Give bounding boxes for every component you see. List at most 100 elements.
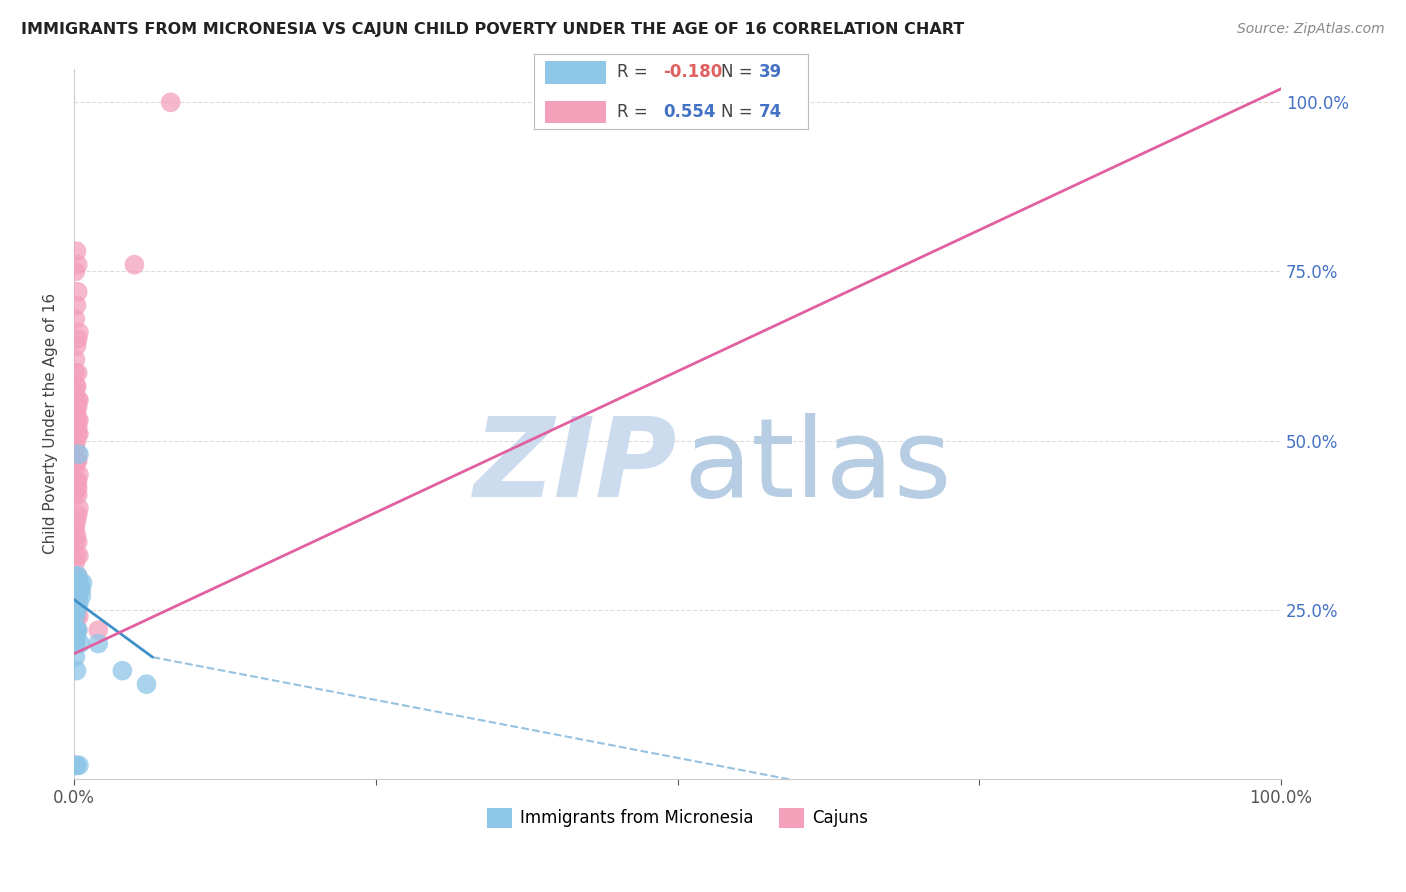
Point — [66, 623, 89, 637]
Point — [65, 603, 87, 617]
Point — [67, 758, 90, 772]
Point — [65, 556, 87, 570]
Text: N =: N = — [721, 103, 758, 120]
Point — [66, 589, 89, 603]
Point — [65, 758, 87, 772]
Text: IMMIGRANTS FROM MICRONESIA VS CAJUN CHILD POVERTY UNDER THE AGE OF 16 CORRELATIO: IMMIGRANTS FROM MICRONESIA VS CAJUN CHIL… — [21, 22, 965, 37]
Point — [66, 488, 89, 502]
Point — [65, 264, 87, 278]
Point — [65, 596, 87, 610]
Point — [66, 589, 89, 603]
Point — [65, 582, 87, 597]
Point — [65, 244, 87, 259]
Y-axis label: Child Poverty Under the Age of 16: Child Poverty Under the Age of 16 — [44, 293, 58, 554]
Point — [65, 528, 87, 542]
Point — [65, 596, 87, 610]
Text: Source: ZipAtlas.com: Source: ZipAtlas.com — [1237, 22, 1385, 37]
Point — [67, 447, 90, 461]
Text: 74: 74 — [759, 103, 782, 120]
Point — [66, 596, 89, 610]
Point — [66, 392, 89, 407]
Point — [65, 386, 87, 401]
Point — [69, 575, 91, 590]
Point — [65, 582, 87, 597]
Point — [65, 454, 87, 468]
Text: 0.554: 0.554 — [664, 103, 716, 120]
Point — [67, 609, 90, 624]
Text: R =: R = — [616, 103, 658, 120]
Point — [69, 637, 91, 651]
Text: R =: R = — [616, 63, 652, 81]
Point — [65, 474, 87, 488]
Point — [65, 515, 87, 529]
Point — [65, 569, 87, 583]
Point — [65, 488, 87, 502]
Point — [65, 481, 87, 495]
Point — [69, 582, 91, 597]
Point — [66, 575, 89, 590]
Point — [65, 589, 87, 603]
Point — [66, 332, 89, 346]
Point — [65, 589, 87, 603]
Point — [65, 413, 87, 427]
Point — [65, 298, 87, 312]
Point — [66, 426, 89, 441]
Point — [67, 326, 90, 340]
Point — [66, 508, 89, 522]
Point — [66, 366, 89, 380]
Point — [65, 311, 87, 326]
Point — [66, 481, 89, 495]
Text: N =: N = — [721, 63, 758, 81]
Point — [159, 95, 181, 110]
Point — [65, 596, 87, 610]
Point — [65, 569, 87, 583]
Point — [67, 549, 90, 563]
Point — [65, 664, 87, 678]
Point — [65, 609, 87, 624]
Point — [70, 582, 93, 597]
Point — [67, 582, 90, 597]
Point — [65, 637, 87, 651]
Point — [66, 258, 89, 272]
Point — [65, 379, 87, 393]
Point — [66, 535, 89, 549]
Point — [66, 569, 89, 583]
Point — [65, 407, 87, 421]
Point — [65, 758, 87, 772]
Point — [67, 596, 90, 610]
Point — [65, 366, 87, 380]
Point — [72, 575, 94, 590]
Point — [87, 623, 110, 637]
Point — [66, 589, 89, 603]
Point — [66, 447, 89, 461]
Point — [66, 575, 89, 590]
Point — [65, 407, 87, 421]
Point — [67, 467, 90, 482]
Point — [65, 609, 87, 624]
Point — [65, 352, 87, 367]
Point — [67, 582, 90, 597]
Point — [65, 609, 87, 624]
Point — [65, 623, 87, 637]
Point — [67, 501, 90, 516]
Point — [65, 535, 87, 549]
Point — [67, 413, 90, 427]
Point — [65, 650, 87, 665]
Point — [66, 285, 89, 299]
Point — [65, 474, 87, 488]
Point — [66, 413, 89, 427]
Point — [65, 637, 87, 651]
Bar — [546, 62, 606, 84]
Point — [65, 603, 87, 617]
Point — [65, 630, 87, 644]
Point — [65, 596, 87, 610]
Point — [65, 434, 87, 448]
Point — [65, 474, 87, 488]
Point — [65, 407, 87, 421]
Text: 39: 39 — [759, 63, 782, 81]
Point — [65, 623, 87, 637]
Point — [65, 522, 87, 536]
Point — [67, 392, 90, 407]
Point — [65, 589, 87, 603]
Point — [67, 426, 90, 441]
